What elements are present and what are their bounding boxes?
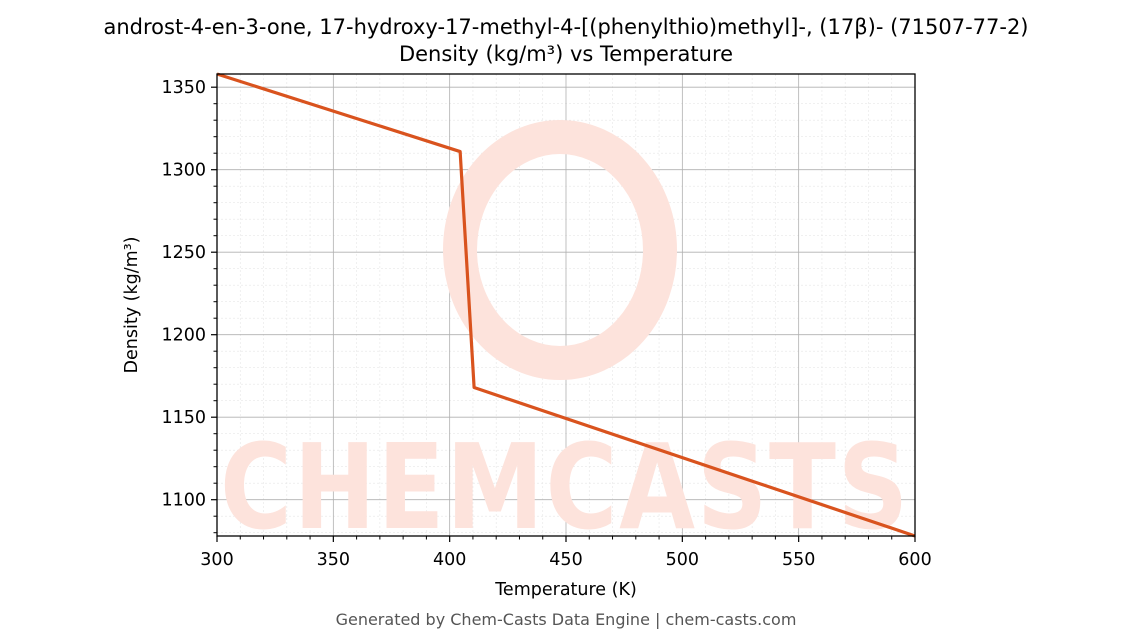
y-tick-label: 1200 [161,326,206,346]
y-tick-label: 1100 [161,491,206,511]
y-tick-label: 1350 [161,78,206,98]
series-layer [216,72,916,538]
y-tick-label: 1250 [161,243,206,263]
ticks: 300 350 400 450 500 550 600 1100 1150 1200 1250 130… [161,78,931,570]
x-tick-label: 600 [898,550,931,570]
watermark-text: CHEMCASTS [220,418,910,556]
x-tick-label: 400 [433,550,466,570]
footer-credit: Generated by Chem-Casts Data Engine | ch… [336,610,797,629]
y-tick-label: 1300 [161,161,206,181]
x-axis-label: Temperature (K) [494,580,637,600]
y-tick-label: 1150 [161,408,206,428]
chart-subtitle: Density (kg/m³) vs Temperature [399,42,733,66]
x-tick-label: 450 [549,550,582,570]
x-tick-label: 550 [782,550,815,570]
x-tick-label: 300 [200,550,233,570]
x-tick-label: 350 [317,550,350,570]
chart-title: androst-4-en-3-one, 17-hydroxy-17-methyl… [103,15,1028,39]
watermark-logo: CHEMCASTS [220,120,910,556]
watermark-ring [443,120,677,380]
density-line [216,72,916,538]
y-axis-label: Density (kg/m³) [122,237,142,374]
x-tick-label: 500 [666,550,699,570]
